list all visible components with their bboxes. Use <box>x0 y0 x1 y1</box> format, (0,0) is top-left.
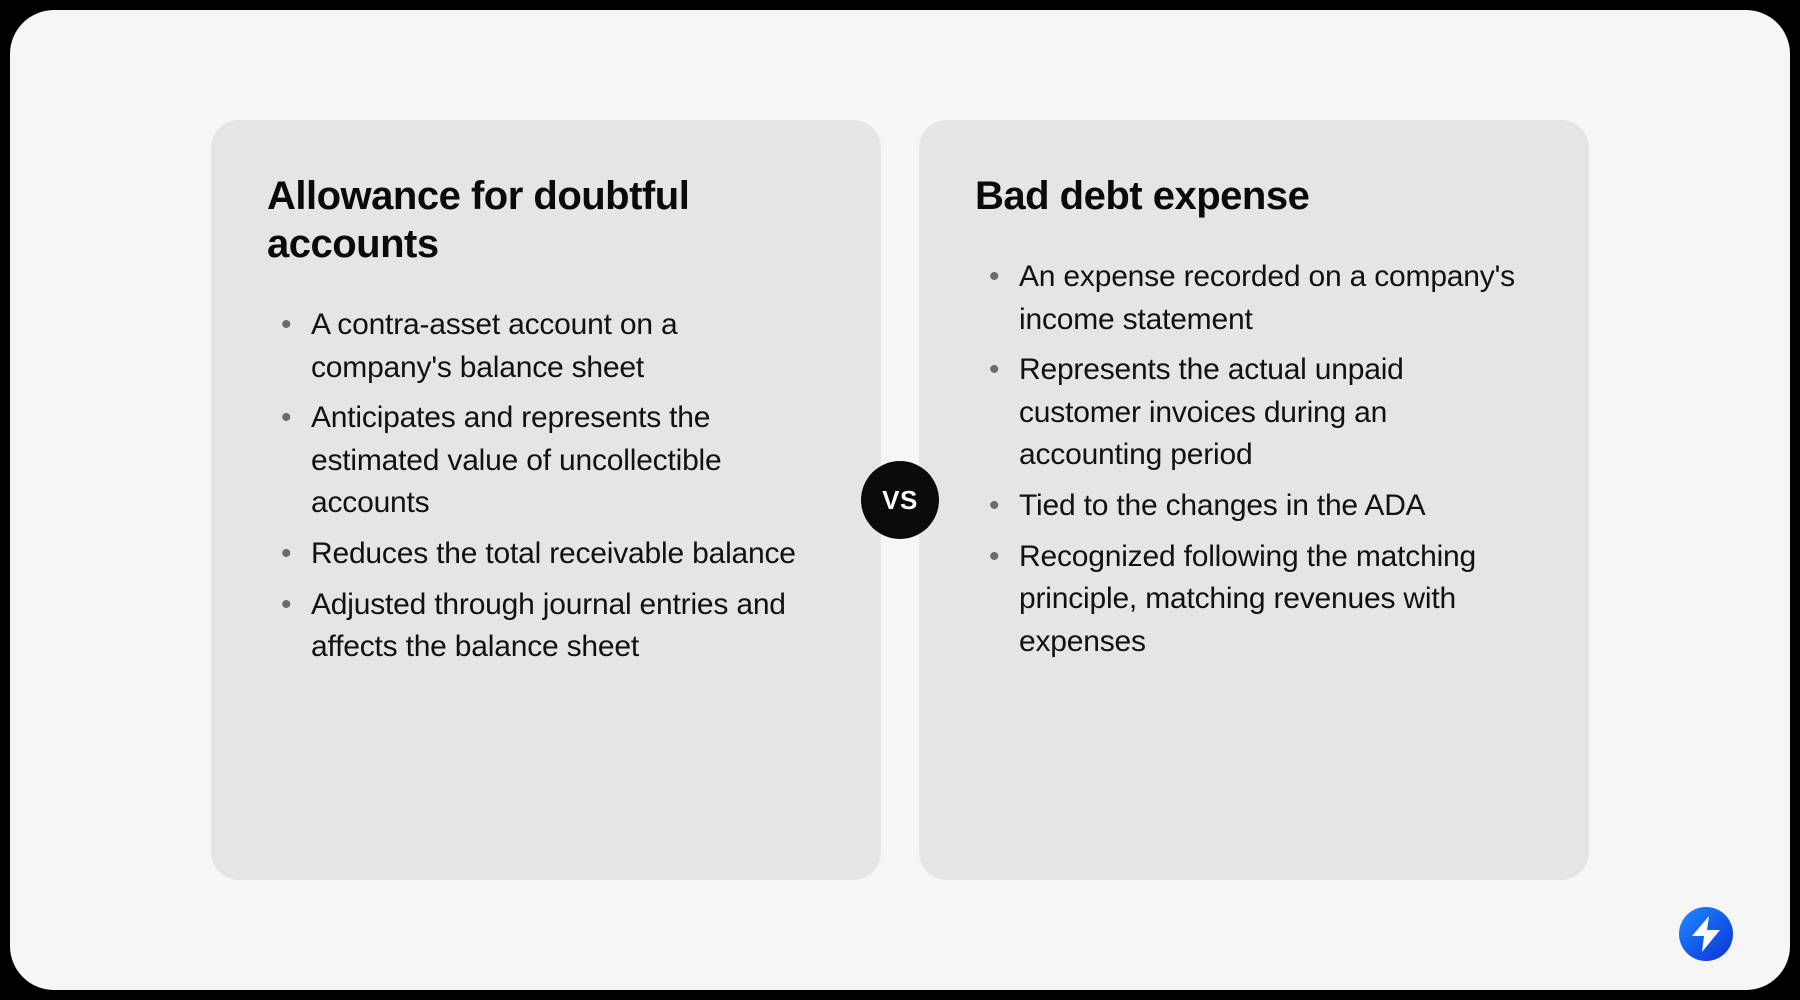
comparison-infographic: Allowance for doubtful accounts A contra… <box>10 10 1790 990</box>
right-bullet-list: An expense recorded on a company's incom… <box>975 256 1533 663</box>
list-item: Adjusted through journal entries and aff… <box>281 584 825 669</box>
list-item: Reduces the total receivable balance <box>281 533 825 576</box>
list-item: Recognized following the matching princi… <box>989 536 1533 664</box>
right-heading: Bad debt expense <box>975 172 1533 220</box>
right-card: Bad debt expense An expense recorded on … <box>919 120 1589 880</box>
list-item: Anticipates and represents the estimated… <box>281 397 825 525</box>
vs-badge: VS <box>861 461 939 539</box>
left-bullet-list: A contra-asset account on a company's ba… <box>267 304 825 669</box>
list-item: An expense recorded on a company's incom… <box>989 256 1533 341</box>
left-heading: Allowance for doubtful accounts <box>267 172 825 268</box>
brand-logo-icon <box>1678 906 1734 962</box>
list-item: Represents the actual unpaid customer in… <box>989 349 1533 477</box>
list-item: A contra-asset account on a company's ba… <box>281 304 825 389</box>
list-item: Tied to the changes in the ADA <box>989 485 1533 528</box>
vs-label: VS <box>882 485 918 516</box>
left-card: Allowance for doubtful accounts A contra… <box>211 120 881 880</box>
